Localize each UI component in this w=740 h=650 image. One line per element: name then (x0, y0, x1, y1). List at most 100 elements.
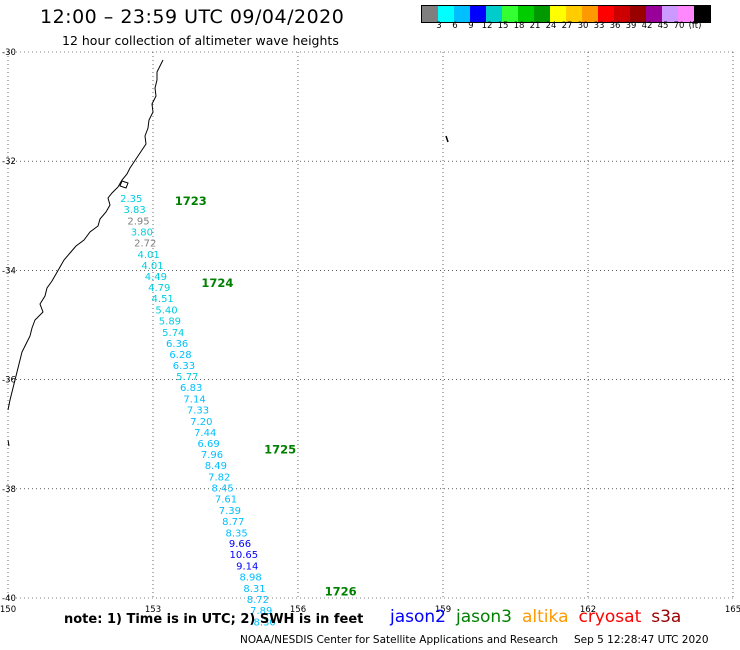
colorbar-swatch (454, 6, 470, 22)
wave-height-value: 3.83 (124, 205, 146, 216)
wave-height-value: 5.40 (155, 306, 177, 317)
wave-height-value: 3.80 (131, 227, 153, 238)
satellite-legend: jason2 jason3 altika cryosat s3a (390, 607, 691, 627)
latitude-label: -38 (2, 485, 16, 495)
wave-height-value: 6.36 (166, 339, 188, 350)
longitude-label: 156 (290, 605, 306, 615)
wave-height-value: 7.44 (194, 428, 216, 439)
longitude-label: 150 (0, 605, 16, 615)
wave-height-value: 2.72 (134, 238, 156, 249)
wave-height-value: 8.31 (243, 584, 265, 595)
time-label: 1725 (264, 442, 296, 456)
wave-height-value: 7.82 (208, 473, 230, 484)
colorbar-swatch (694, 6, 710, 22)
wave-height-value: 7.33 (187, 405, 209, 416)
longitude-label: 159 (435, 605, 451, 615)
time-labels: 1723 1724 1725 1726 (175, 194, 357, 598)
wave-height-value: 4.01 (138, 250, 160, 261)
footnote: note: 1) Time is in UTC; 2) SWH is in fe… (64, 612, 364, 627)
colorbar-label: 12 (481, 21, 493, 31)
latitude-label: -36 (2, 376, 16, 386)
colorbar-swatch (438, 6, 454, 22)
wave-height-value: 8.30 (254, 617, 276, 628)
longitude-label: 153 (145, 605, 161, 615)
colorbar-swatch (470, 6, 486, 22)
longitude-label: 162 (580, 605, 596, 615)
wave-height-value: 6.69 (197, 439, 219, 450)
wave-height-value: 6.33 (173, 361, 195, 372)
wave-height-value: 8.72 (247, 595, 269, 606)
colorbar-label: 9 (468, 21, 474, 31)
wave-height-value: 8.35 (225, 528, 247, 539)
colorbar-label: 15 (497, 21, 509, 31)
colorbar-swatch (518, 6, 534, 22)
wave-height-value: 6.28 (169, 350, 191, 361)
latitude-label: -32 (2, 157, 16, 167)
latitude-label: -34 (2, 266, 16, 276)
credit-line: NOAA/NESDIS Center for Satellite Applica… (240, 634, 709, 646)
island-mark (445, 135, 449, 143)
wave-height-value: 5.74 (162, 328, 184, 339)
graticule (7, 51, 734, 599)
wave-height-value: 8.49 (205, 461, 227, 472)
colorbar-label: 27 (561, 21, 573, 31)
wave-height-value: 8.98 (240, 573, 262, 584)
colorbar-label: 36 (609, 21, 621, 31)
wave-height-value: 7.89 (250, 606, 272, 617)
wave-height-value: 4.51 (152, 294, 174, 305)
legend-item: jason2 (390, 607, 446, 627)
coastal-feature (119, 180, 129, 189)
wave-height-value: 7.20 (190, 417, 212, 428)
wave-height-value: 2.35 (120, 194, 142, 205)
colorbar-swatch (678, 6, 694, 22)
colorbar-swatch (502, 6, 518, 22)
wave-height-value: 6.83 (180, 383, 202, 394)
wave-height-value: 5.89 (159, 316, 181, 327)
wave-height-value: 4.49 (145, 272, 167, 283)
latitude-label: -30 (2, 48, 16, 58)
wave-height-value: 4.79 (148, 283, 170, 294)
colorbar-label: 21 (529, 21, 541, 31)
colorbar-label: 42 (641, 21, 653, 31)
wave-height-value: 7.14 (183, 395, 205, 406)
colorbar-label: 39 (625, 21, 637, 31)
wave-height-value: 8.77 (222, 517, 244, 528)
wave-height-value: 7.39 (219, 506, 241, 517)
map-title: 12:00 – 23:59 UTC 09/04/2020 (40, 6, 345, 28)
coastline (7, 59, 449, 447)
colorbar-label: (ft) (688, 21, 702, 31)
colorbar-swatch (614, 6, 630, 22)
latitude-label: -40 (2, 594, 16, 604)
wave-height-value: 9.66 (229, 539, 251, 550)
coastline-fragment (7, 439, 10, 447)
colorbar-swatch (582, 6, 598, 22)
colorbar-swatch (486, 6, 502, 22)
time-label: 1724 (201, 276, 233, 290)
wave-height-value: 9.14 (236, 562, 258, 573)
wave-height-value: 8.45 (211, 484, 233, 495)
wave-height-value: 10.65 (230, 550, 259, 561)
wave-height-value: 4.01 (141, 261, 163, 272)
colorbar-label: 30 (577, 21, 589, 31)
longitude-label: 165 (725, 605, 740, 615)
credit-text: NOAA/NESDIS Center for Satellite Applica… (240, 634, 558, 646)
legend-item: s3a (651, 607, 682, 627)
colorbar-label: 24 (545, 21, 557, 31)
timestamp: Sep 5 12:28:47 UTC 2020 (574, 634, 709, 646)
legend-item: altika (522, 607, 569, 627)
colorbar-swatch (422, 6, 438, 22)
colorbar-label: 18 (513, 21, 525, 31)
wave-height-value: 2.95 (127, 217, 149, 228)
wave-height-colorbar (421, 5, 711, 23)
time-label: 1723 (175, 194, 207, 208)
wave-height-value: 7.96 (201, 450, 223, 461)
time-label: 1726 (325, 584, 357, 598)
colorbar-swatch (630, 6, 646, 22)
legend-item: cryosat (578, 607, 642, 627)
colorbar-label: 6 (452, 21, 458, 31)
colorbar-swatch (566, 6, 582, 22)
colorbar-label: 45 (657, 21, 669, 31)
colorbar-label: 33 (593, 21, 605, 31)
